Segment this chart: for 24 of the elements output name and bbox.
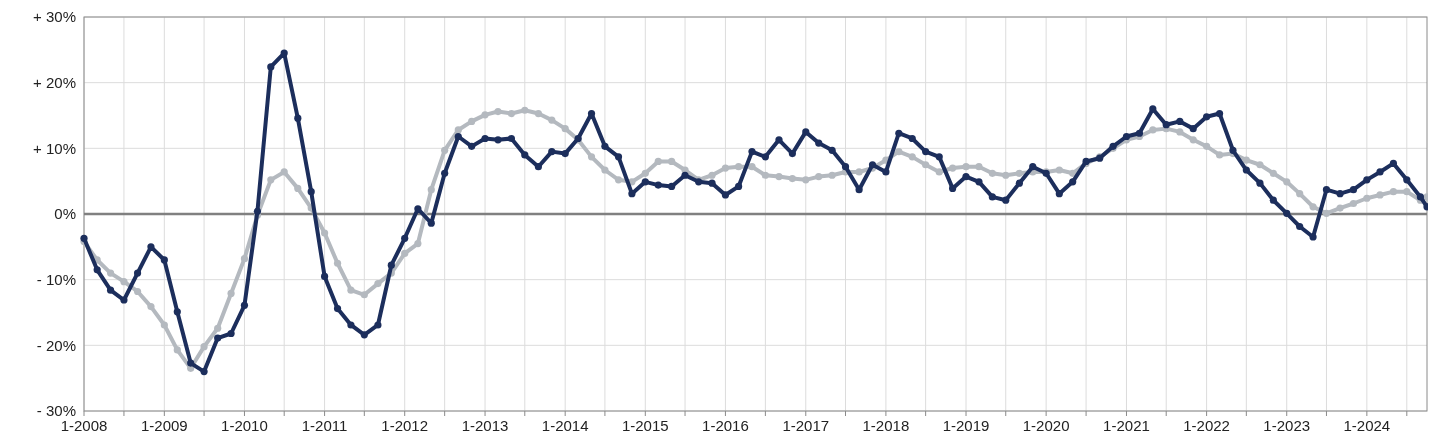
x-tick-label: 1-2011 — [301, 417, 348, 434]
x-tick-label: 1-2017 — [782, 417, 830, 434]
y-tick-label: - 20% — [36, 336, 76, 354]
x-tick-label: 1-2008 — [60, 417, 108, 434]
y-tick-label: + 20% — [33, 73, 76, 91]
x-tick-label: 1-2020 — [1022, 417, 1070, 434]
x-tick-label: 1-2019 — [942, 417, 990, 434]
x-tick-label: 1-2009 — [140, 417, 188, 434]
x-tick-label: 1-2018 — [862, 417, 910, 434]
x-tick-label: 1-2010 — [221, 417, 268, 434]
x-tick-label: 1-2013 — [461, 417, 509, 434]
x-tick-label: 1-2022 — [1183, 417, 1230, 434]
y-tick-label: 0% — [54, 205, 76, 223]
x-tick-label: 1-2012 — [381, 417, 429, 434]
x-tick-label: 1-2024 — [1343, 417, 1391, 434]
y-tick-label: + 30% — [33, 8, 76, 26]
x-tick-label: 1-2016 — [702, 417, 749, 434]
x-tick-label: 1-2023 — [1263, 417, 1311, 434]
y-tick-label: - 10% — [36, 270, 76, 288]
x-tick-label: 1-2014 — [541, 417, 589, 434]
y-tick-label: - 30% — [36, 402, 76, 420]
x-tick-label: 1-2015 — [621, 417, 669, 434]
x-tick-label: 1-2021 — [1103, 417, 1150, 434]
y-tick-label: + 10% — [33, 139, 76, 157]
